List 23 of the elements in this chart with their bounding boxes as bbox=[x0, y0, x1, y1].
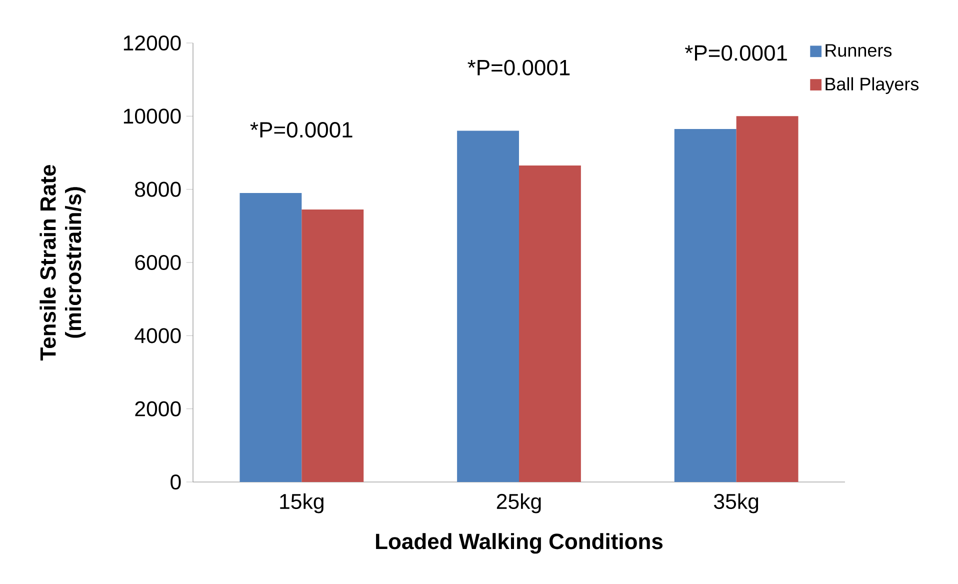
y-tick-label: 2000 bbox=[135, 401, 181, 416]
bar bbox=[240, 192, 302, 482]
y-axis-title: Tensile Strain Rate (microstrain/s) bbox=[40, 165, 86, 360]
bar bbox=[736, 116, 798, 482]
legend-label: Ball Players bbox=[826, 77, 919, 94]
y-tick-label: 8000 bbox=[135, 182, 181, 197]
y-tick-label: 4000 bbox=[134, 328, 181, 344]
x-axis-title: Loaded Walking Conditions bbox=[376, 533, 663, 554]
legend-label: Runners bbox=[826, 44, 892, 57]
y-tick-label: 0 bbox=[170, 474, 181, 490]
y-tick-label: 6000 bbox=[135, 254, 181, 270]
y-tick-label: 10000 bbox=[124, 108, 181, 124]
annotation: *P=0.0001 bbox=[250, 122, 352, 138]
bar bbox=[519, 166, 581, 482]
bar bbox=[457, 130, 519, 482]
y-tick-label: 12000 bbox=[124, 35, 181, 51]
x-tick-label: 35kg bbox=[714, 493, 758, 514]
x-tick-label: 15kg bbox=[280, 493, 324, 514]
bar bbox=[302, 209, 364, 482]
bar bbox=[674, 128, 736, 482]
annotation: *P=0.0001 bbox=[685, 45, 787, 61]
x-tick-label: 25kg bbox=[496, 493, 541, 514]
annotation: *P=0.0001 bbox=[468, 60, 570, 76]
